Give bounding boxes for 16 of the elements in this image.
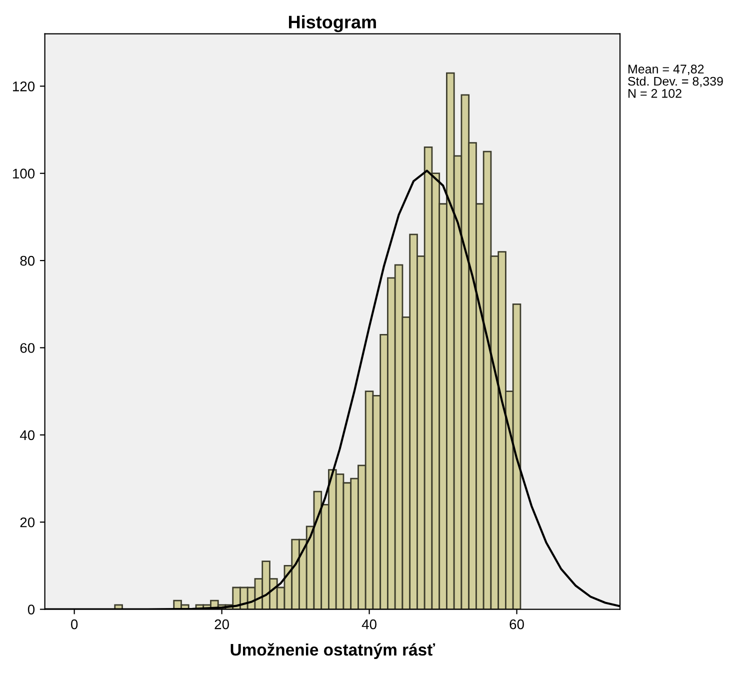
y-tick-label: 60 (20, 343, 35, 353)
x-tick-label: 20 (214, 619, 229, 630)
text: Std. Dev. = 8,339 (628, 76, 723, 88)
x-tick-label: 0 (71, 619, 78, 630)
y-tick-label: 80 (20, 256, 35, 266)
text: N = 2 102 (628, 89, 682, 98)
x-axis-title: Umožnenie ostatným rásť (230, 643, 436, 659)
chart-title: Histogram (288, 15, 376, 32)
y-tick-label: 40 (20, 430, 35, 440)
x-tick-label: 60 (510, 619, 524, 630)
y-tick-label: 20 (20, 517, 35, 528)
y-tick-label: 100 (12, 168, 35, 179)
text: Mean = 47,82 (628, 64, 704, 75)
x-tick-label: 40 (362, 619, 376, 630)
y-tick-label: 0 (28, 604, 35, 614)
y-tick-label: 120 (12, 82, 35, 92)
